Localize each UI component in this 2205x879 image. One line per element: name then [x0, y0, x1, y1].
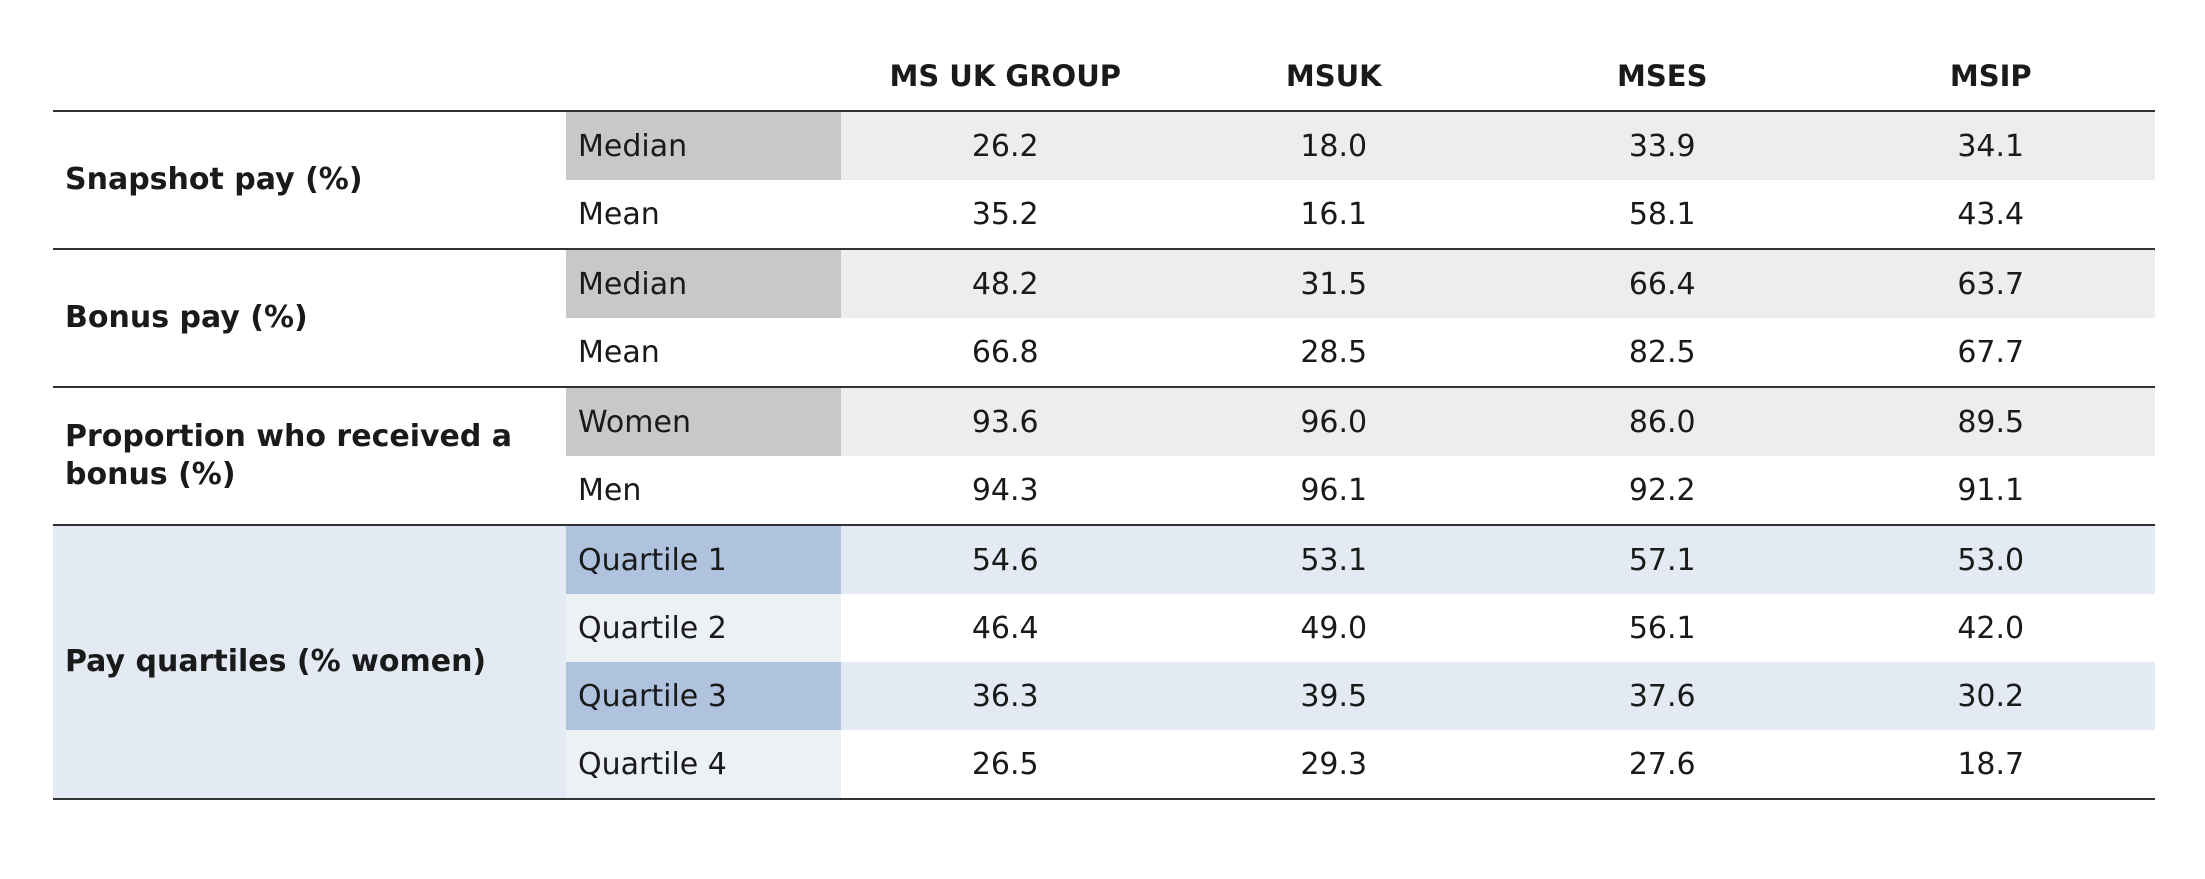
cell-value: 18.0	[1169, 111, 1498, 180]
cell-value: 30.2	[1826, 662, 2155, 730]
cell-value: 48.2	[841, 249, 1170, 318]
cell-value: 28.5	[1169, 318, 1498, 388]
table-row: Quartile 2 46.4 49.0 56.1 42.0	[53, 594, 2155, 662]
cell-value: 29.3	[1169, 730, 1498, 800]
cell-value: 57.1	[1498, 525, 1827, 594]
table-row: Quartile 3 36.3 39.5 37.6 30.2	[53, 662, 2155, 730]
cell-value: 82.5	[1498, 318, 1827, 388]
cell-value: 33.9	[1498, 111, 1827, 180]
cell-value: 46.4	[971, 610, 1039, 646]
cell-value: 96.1	[1169, 456, 1498, 526]
cell-value: 26.5	[841, 730, 1170, 800]
header-row: MS UK GROUP MSUK MSES MSIP	[53, 42, 2155, 112]
group-label: Pay quartiles (% women)	[53, 525, 566, 800]
table-row: Men 94.3 96.1 92.2 91.1	[53, 456, 2155, 526]
cell-value: 63.7	[1826, 249, 2155, 318]
cell-value: 66.8	[841, 318, 1170, 388]
cell-value: 37.6	[1498, 662, 1827, 730]
cell-value: 43.4	[1826, 180, 2155, 250]
row-label: Mean	[566, 318, 841, 388]
cell-value: 56.1	[1628, 610, 1696, 646]
column-header: MSUK	[1169, 42, 1498, 112]
cell-value: 66.4	[1498, 249, 1827, 318]
cell-value: 18.7	[1826, 730, 2155, 800]
row-label: Median	[566, 111, 841, 180]
table-row: Pay quartiles (% women) Quartile 1 54.6 53.…	[53, 525, 2155, 800]
cell-value: 96.0	[1169, 387, 1498, 456]
row-label: Women	[566, 387, 841, 456]
cell-value: 26.2	[841, 111, 1170, 180]
cell-value: 54.6	[841, 525, 1170, 594]
cell-value: 58.1	[1498, 180, 1827, 250]
row-label: Median	[566, 249, 841, 318]
cell-value: 67.7	[1826, 318, 2155, 388]
column-header: MS UK GROUP	[841, 42, 1170, 112]
row-label: Quartile 4	[566, 730, 841, 800]
cell-value: 86.0	[1498, 387, 1827, 456]
group-label: Bonus pay (%)	[53, 249, 566, 388]
cell-value: 35.2	[841, 180, 1170, 250]
table-row: Bonus pay (%) Median 48.2 31.5 66.4 63.7	[53, 249, 2155, 388]
group-label: Proportion who received a bonus (%)	[53, 387, 566, 526]
table-row: Snapshot pay (%) Median 26.2 18.0 33.9 34.1	[53, 111, 2155, 250]
cell-value: 16.1	[1169, 180, 1498, 250]
cell-value: 93.6	[841, 387, 1170, 456]
cell-value: 53.1	[1169, 525, 1498, 594]
row-label: Quartile 2	[566, 594, 841, 662]
cell-value: 27.6	[1498, 730, 1827, 800]
row-label: Mean	[566, 180, 841, 250]
row-label: Quartile 3	[566, 662, 841, 730]
column-header: MSES	[1498, 42, 1827, 112]
cell-value: 39.5	[1169, 662, 1498, 730]
table-row: Proportion who received a bonus (%) Women…	[53, 387, 2155, 526]
row-label: Men	[566, 456, 841, 526]
pay-gap-table: MS UK GROUP MSUK MSES MSIP Snapshot pay (%)…	[53, 42, 2155, 800]
row-label: Quartile 1	[566, 525, 841, 594]
table-row: Quartile 4 26.5 29.3 27.6 18.7	[53, 730, 2155, 800]
cell-value: 49.0	[1300, 610, 1368, 646]
cell-value: 94.3	[841, 456, 1170, 526]
table-row: Mean 66.8 28.5 82.5 67.7	[53, 318, 2155, 388]
column-header: MSIP	[1826, 42, 2155, 112]
cell-value: 34.1	[1826, 111, 2155, 180]
blank-header	[53, 42, 566, 112]
cell-value: 42.0	[1957, 610, 2025, 646]
cell-value: 53.0	[1826, 525, 2155, 594]
blank-header	[566, 42, 841, 112]
cell-value: 91.1	[1826, 456, 2155, 526]
table-row: Mean 35.2 16.1 58.1 43.4	[53, 180, 2155, 250]
table-body: Snapshot pay (%) Median 26.2 18.0 33.9 34.1 Me…	[53, 111, 2155, 800]
cell-value: 92.2	[1498, 456, 1827, 526]
cell-value: 89.5	[1826, 387, 2155, 456]
cell-value: 31.5	[1169, 249, 1498, 318]
cell-value: 36.3	[841, 662, 1170, 730]
group-label: Snapshot pay (%)	[53, 111, 566, 250]
